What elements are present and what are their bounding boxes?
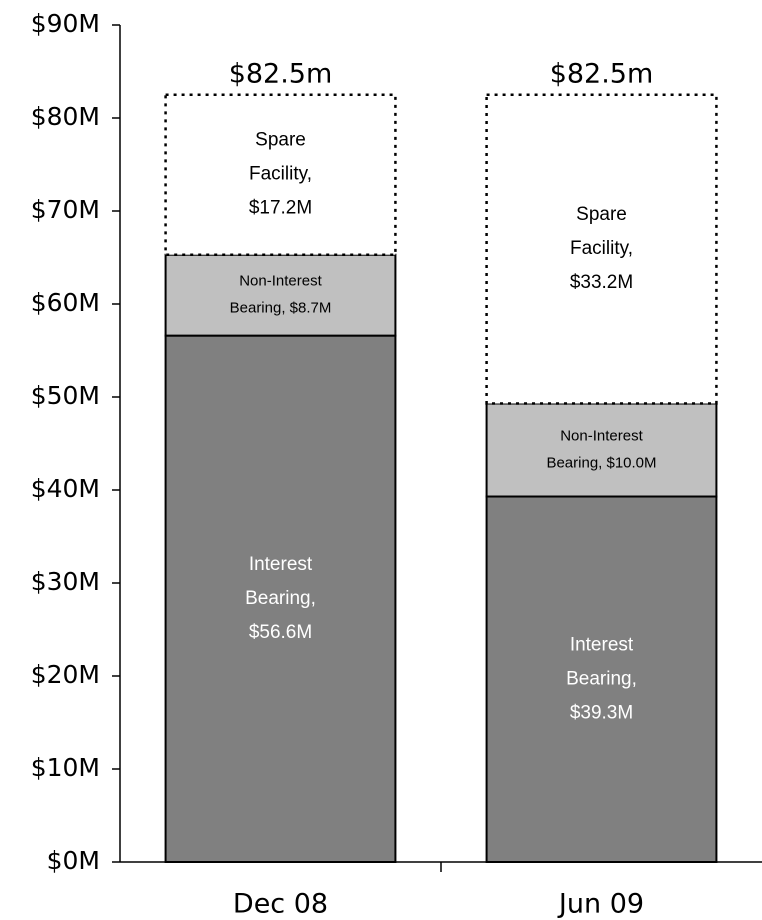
data-label: $33.2M [570, 272, 633, 293]
data-label: Facility, [570, 238, 633, 259]
data-label: Spare [255, 130, 306, 151]
bar-segment [164, 93, 397, 256]
total-label: $82.5m [229, 58, 333, 89]
data-label: $39.3M [570, 702, 633, 723]
y-tick-label: $90M [31, 9, 100, 38]
data-label: Interest [249, 554, 313, 575]
y-tick-label: $60M [31, 288, 100, 317]
y-tick-label: $30M [31, 567, 100, 596]
y-tick-label: $50M [31, 381, 100, 410]
y-tick-label: $10M [31, 753, 100, 782]
data-label: $17.2M [249, 198, 312, 219]
y-tick-label: $0M [47, 846, 100, 875]
y-tick-label: $70M [31, 195, 100, 224]
data-label: Non-Interest [560, 427, 643, 444]
bar-segment [485, 93, 718, 405]
bar-segment [485, 495, 718, 863]
x-tick-label: Dec 08 [233, 889, 328, 920]
data-label: Facility, [249, 164, 312, 185]
y-tick-label: $40M [31, 474, 100, 503]
data-label: Bearing, $8.7M [230, 300, 332, 317]
y-tick-label: $20M [31, 660, 100, 689]
data-label: Bearing, [566, 668, 637, 689]
bar-segment [485, 402, 718, 498]
data-label: $56.6M [249, 622, 312, 643]
bar-segment [164, 253, 397, 337]
y-tick-label: $80M [31, 102, 100, 131]
bar-segment [164, 334, 397, 863]
total-label: $82.5m [550, 58, 654, 89]
data-label: Bearing, [245, 588, 316, 609]
data-label: Interest [570, 634, 634, 655]
x-tick-label: Jun 09 [557, 889, 644, 920]
data-label: Non-Interest [239, 273, 322, 290]
data-label: Bearing, $10.0M [546, 454, 656, 471]
data-label: Spare [576, 204, 627, 225]
